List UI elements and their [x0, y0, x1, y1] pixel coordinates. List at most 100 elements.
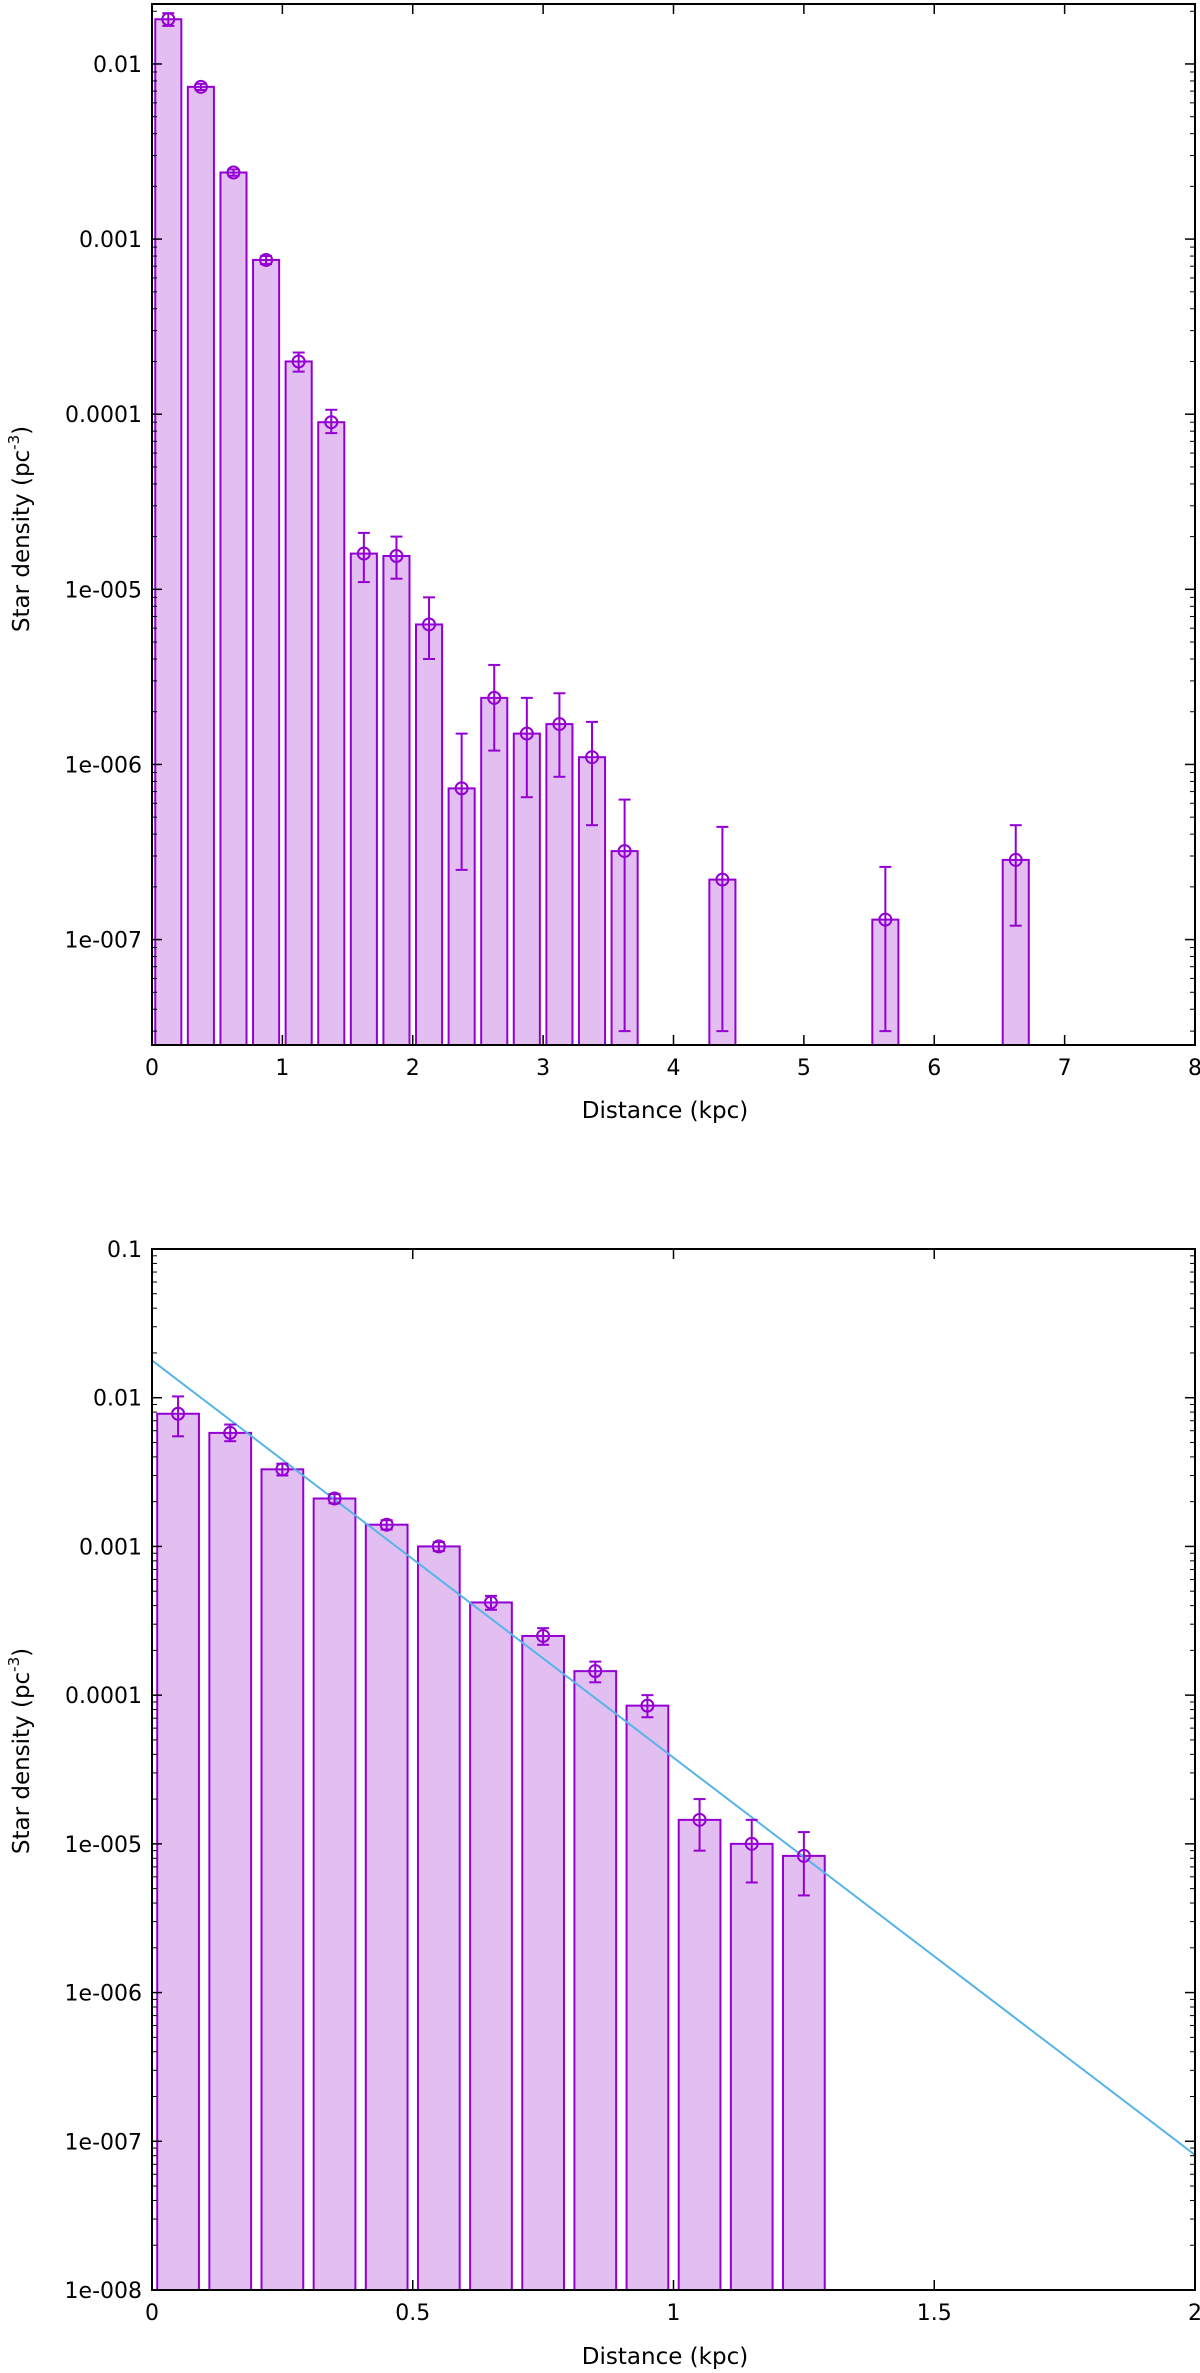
x-tick-label: 1	[275, 1056, 289, 1081]
y-tick-label: 0.001	[79, 1535, 142, 1560]
data-point-17	[878, 912, 893, 927]
error-bars-group	[171, 1395, 811, 1897]
y-axis-label: Star density (pc-3)	[5, 1648, 35, 1854]
data-point-18	[1008, 852, 1023, 867]
y-axis-label-main: Star density (pc	[9, 450, 35, 632]
x-tick-label: 3	[536, 1056, 550, 1081]
bars-group	[156, 1412, 826, 2292]
bar-12	[729, 1842, 774, 2291]
bar-11	[677, 1818, 722, 2292]
data-point-2	[193, 79, 208, 94]
axes-group: 0 0.5 1 1.5 2 0.1 0.01 0.001 0.0001 1e-005 1e-006 1…	[65, 1238, 1200, 2326]
bar-9	[415, 623, 444, 1046]
data-point-6	[431, 1539, 446, 1554]
y-tick-label: 1e-005	[65, 578, 142, 603]
data-point-14	[585, 750, 600, 765]
bar-7	[349, 552, 378, 1047]
bar-3	[260, 1468, 305, 2292]
x-tick-label: 4	[667, 1056, 681, 1081]
y-axis-label-sup: -3	[5, 435, 23, 450]
data-point-3	[226, 165, 241, 180]
bar-13	[782, 1854, 826, 2291]
x-tick-label: 0	[145, 2301, 159, 2326]
bar-1	[156, 1412, 200, 2291]
bar-3	[219, 171, 248, 1047]
y-axis-label-main: Star density (pc	[9, 1672, 35, 1854]
x-axis-label: Distance (kpc)	[582, 1098, 748, 1124]
bar-10	[625, 1704, 670, 2291]
x-tick-label: 5	[797, 1056, 811, 1081]
data-point-13	[552, 717, 567, 732]
x-tick-label: 7	[1058, 1056, 1072, 1081]
data-point-9	[588, 1664, 603, 1679]
bar-6	[317, 421, 346, 1046]
data-point-8	[389, 548, 404, 563]
fit-line-group	[151, 1359, 1196, 2156]
y-axis-label-sup: -3	[5, 1657, 23, 1672]
y-axis-label: Star density (pc-3)	[5, 426, 35, 632]
bar-4	[312, 1497, 357, 2291]
data-point-5	[379, 1517, 394, 1532]
bar-2	[186, 85, 215, 1047]
data-point-1	[161, 12, 176, 27]
chart-bottom: 0 0.5 1 1.5 2 0.1 0.01 0.001 0.0001 1e-005 1e-006 1…	[5, 1238, 1200, 2370]
data-point-6	[324, 415, 339, 430]
data-point-13	[796, 1848, 811, 1863]
bar-13	[545, 723, 574, 1047]
data-point-11	[692, 1812, 707, 1827]
data-point-10	[640, 1698, 655, 1713]
data-point-1	[171, 1406, 186, 1421]
bar-5	[364, 1523, 409, 2291]
y-tick-label: 0.01	[93, 1387, 142, 1412]
y-axis-label-close: )	[9, 426, 35, 435]
y-tick-label: 0.0001	[65, 403, 142, 428]
y-tick-label: 1e-006	[65, 753, 142, 778]
x-tick-label: 1	[667, 2301, 681, 2326]
y-tick-label: 1e-006	[65, 1982, 142, 2007]
bar-4	[252, 258, 281, 1046]
fit-line	[151, 1359, 1196, 2156]
y-tick-label: 1e-005	[65, 1833, 142, 1858]
y-tick-label: 0.01	[93, 53, 142, 78]
chart-top: 0 1 2 3 4 5 6 7 8 0.01 0.001 0.0001 1e-005 1e-006 1e-0…	[5, 3, 1200, 1124]
data-point-4	[327, 1491, 342, 1506]
y-tick-label: 1e-007	[65, 929, 142, 954]
x-tick-label: 2	[406, 1056, 420, 1081]
data-point-15	[617, 844, 632, 859]
bar-8	[521, 1634, 565, 2291]
bar-5	[284, 360, 313, 1046]
x-tick-label: 1.5	[917, 2301, 952, 2326]
data-point-12	[519, 726, 534, 741]
data-point-3	[275, 1462, 290, 1477]
bar-9	[573, 1670, 618, 2291]
bar-7	[469, 1601, 513, 2291]
y-tick-label: 0.001	[79, 228, 142, 253]
data-point-8	[536, 1628, 551, 1643]
bar-2	[208, 1431, 253, 2291]
x-tick-label: 0.5	[395, 2301, 430, 2326]
bars-group	[154, 18, 1030, 1047]
bar-6	[416, 1545, 461, 2291]
data-point-16	[715, 872, 730, 887]
axes-group: 0 1 2 3 4 5 6 7 8 0.01 0.001 0.0001 1e-005 1e-006 1e-0…	[65, 3, 1200, 1081]
y-tick-label: 1e-007	[65, 2130, 142, 2155]
data-point-12	[744, 1836, 759, 1851]
x-tick-label: 6	[927, 1056, 941, 1081]
y-tick-label: 0.0001	[65, 1684, 142, 1709]
x-tick-label: 8	[1188, 1056, 1200, 1081]
data-point-9	[422, 617, 437, 632]
data-point-11	[487, 690, 502, 705]
data-point-7	[483, 1595, 498, 1610]
y-axis-label-close: )	[9, 1648, 35, 1657]
data-point-2	[223, 1425, 238, 1440]
y-tick-label: 1e-008	[65, 2279, 142, 2304]
data-point-7	[356, 546, 371, 561]
x-tick-label: 0	[145, 1056, 159, 1081]
data-point-5	[291, 354, 306, 369]
bar-1	[154, 18, 183, 1047]
x-tick-label: 2	[1188, 2301, 1200, 2326]
x-axis-label: Distance (kpc)	[582, 2344, 748, 2370]
y-tick-label: 0.1	[107, 1238, 142, 1263]
plot-frame	[151, 1248, 1196, 2291]
data-point-10	[454, 781, 469, 796]
